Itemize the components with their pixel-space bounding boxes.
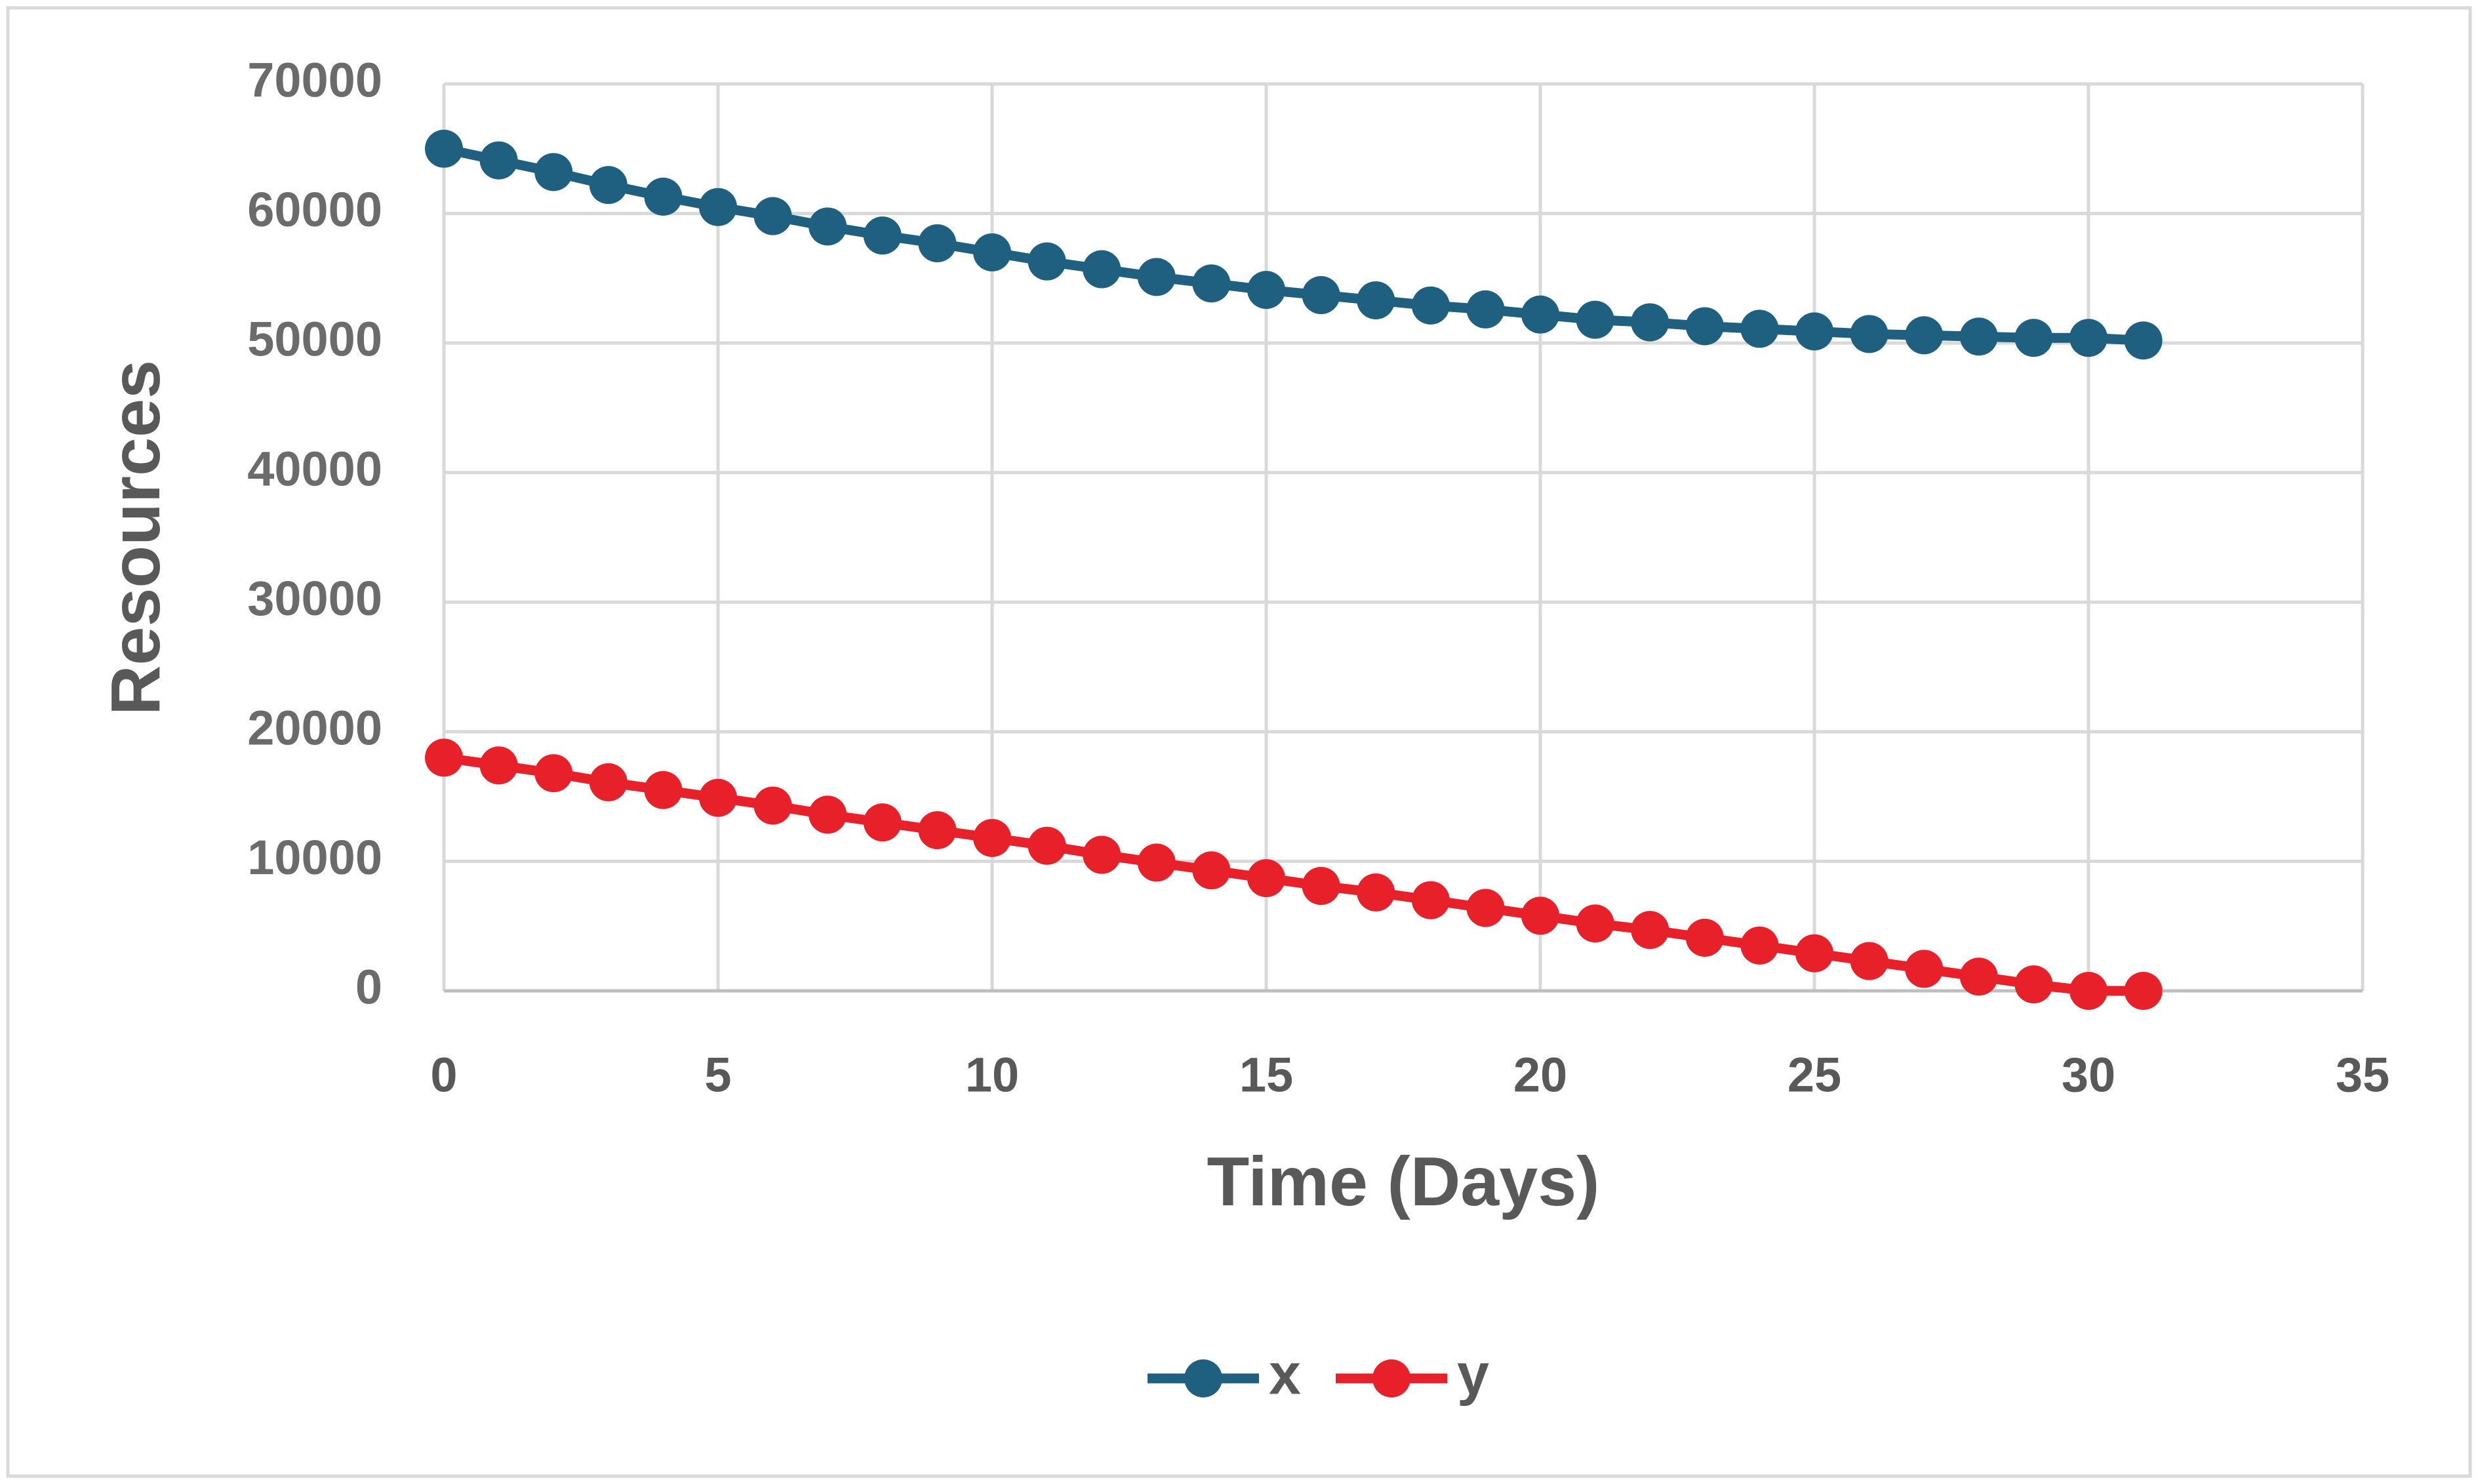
x-tick-label: 0: [430, 1048, 457, 1102]
x-tick-label: 20: [1513, 1048, 1567, 1102]
point: [1028, 826, 1066, 865]
x-tick-label: 5: [704, 1048, 731, 1102]
point: [1192, 264, 1231, 303]
point: [1795, 934, 1833, 973]
y-tick-label: 50000: [247, 312, 382, 367]
point: [1576, 300, 1614, 339]
x-tick-label: 25: [1788, 1048, 1841, 1102]
y-tick-label: 40000: [247, 441, 382, 496]
x-tick-label: 10: [965, 1048, 1019, 1102]
point: [1959, 317, 1998, 356]
point: [753, 786, 792, 825]
point: [1685, 918, 1724, 957]
legend-marker: [1184, 1359, 1222, 1397]
point: [1521, 896, 1559, 935]
y-tick-label: 60000: [247, 182, 382, 237]
y-tick-label: 20000: [247, 700, 382, 755]
legend-label: x: [1269, 1341, 1301, 1406]
point: [534, 754, 573, 793]
point: [1411, 881, 1450, 919]
point: [534, 153, 573, 191]
point: [699, 188, 737, 226]
point: [753, 197, 792, 235]
point: [2014, 965, 2053, 1004]
legend-label: y: [1457, 1341, 1489, 1406]
point: [1631, 303, 1669, 342]
x-tick-label: 35: [2336, 1048, 2389, 1102]
y-axis-title: Resources: [97, 360, 174, 715]
point: [479, 746, 518, 785]
point: [1357, 281, 1395, 319]
point: [644, 177, 683, 216]
y-tick-label: 10000: [247, 830, 382, 885]
point: [1137, 258, 1176, 296]
point: [2124, 972, 2163, 1010]
point: [1576, 904, 1614, 943]
point: [809, 207, 847, 246]
y-tick-label: 30000: [247, 571, 382, 626]
point: [1137, 843, 1176, 882]
point: [644, 771, 683, 809]
point: [1466, 290, 1505, 329]
point: [1192, 851, 1231, 890]
point: [699, 778, 737, 817]
point: [1521, 295, 1559, 334]
point: [1850, 315, 1888, 353]
y-tick-label: 70000: [247, 53, 382, 108]
point: [425, 129, 463, 168]
point: [1302, 866, 1340, 905]
legend-marker: [1372, 1359, 1410, 1397]
x-axis-title: Time (Days): [1207, 1143, 1600, 1220]
point: [2069, 972, 2108, 1010]
point: [973, 818, 1011, 857]
point: [973, 233, 1011, 271]
point: [1302, 276, 1340, 315]
point: [2124, 321, 2163, 360]
point: [589, 166, 628, 205]
point: [1247, 859, 1285, 898]
point: [1357, 873, 1395, 912]
chart-border: [6, 6, 2472, 1478]
point: [1850, 942, 1888, 980]
point: [2014, 319, 2053, 357]
point: [1083, 835, 1121, 874]
point: [1795, 312, 1833, 351]
point: [1905, 950, 1944, 988]
point: [918, 811, 957, 850]
point: [1740, 926, 1779, 965]
point: [479, 141, 518, 180]
point: [1631, 911, 1669, 950]
point: [1411, 286, 1450, 325]
y-tick-label: 0: [355, 960, 382, 1014]
point: [1028, 242, 1066, 281]
point: [1740, 310, 1779, 348]
point: [589, 763, 628, 801]
x-tick-label: 30: [2062, 1048, 2115, 1102]
point: [809, 795, 847, 834]
point: [918, 224, 957, 263]
point: [1247, 271, 1285, 310]
x-tick-label: 15: [1239, 1048, 1293, 1102]
point: [863, 803, 902, 842]
point: [1959, 957, 1998, 996]
point: [1905, 316, 1944, 355]
point: [1685, 307, 1724, 346]
point: [1466, 889, 1505, 927]
point: [863, 216, 902, 255]
point: [2069, 319, 2108, 357]
point: [1083, 250, 1121, 289]
point: [425, 738, 463, 777]
